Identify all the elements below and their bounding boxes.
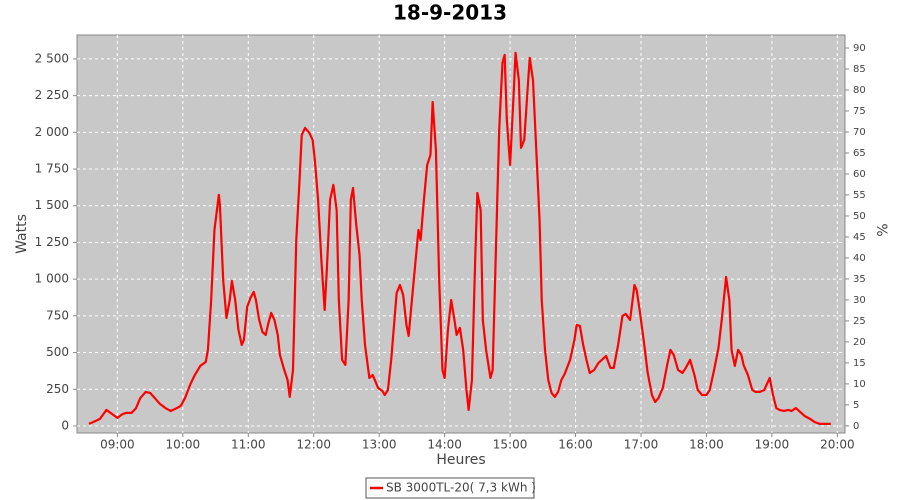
y2-tick-label: 85 bbox=[853, 64, 866, 75]
y2-tick-label: 40 bbox=[853, 253, 866, 264]
y2-tick-label: 80 bbox=[853, 85, 866, 96]
y-tick-label: 2 500 bbox=[35, 51, 69, 65]
y2-tick-label: 30 bbox=[853, 295, 866, 306]
x-tick-label: 19:00 bbox=[755, 438, 790, 452]
y2-tick-label: 60 bbox=[853, 169, 866, 180]
y-tick-label: 0 bbox=[61, 418, 69, 432]
y2-tick-label: 70 bbox=[853, 127, 866, 138]
y2-tick-label: 20 bbox=[853, 337, 866, 348]
y-tick-label: 1 750 bbox=[35, 162, 69, 176]
x-tick-label: 13:00 bbox=[362, 438, 397, 452]
y-tick-label: 250 bbox=[46, 382, 69, 396]
y2-tick-label: 15 bbox=[853, 358, 866, 369]
x-tick-label: 17:00 bbox=[624, 438, 659, 452]
data-line bbox=[88, 51, 831, 425]
y2-tick-label: 45 bbox=[853, 232, 866, 243]
y2-axis-title: % bbox=[873, 223, 889, 236]
x-axis-title: Heures bbox=[436, 452, 485, 468]
y2-tick-label: 65 bbox=[853, 148, 866, 159]
y-tick-label: 2 250 bbox=[35, 88, 69, 102]
x-tick-label: 09:00 bbox=[100, 438, 135, 452]
x-tick-label: 12:00 bbox=[296, 438, 331, 452]
y2-tick-label: 5 bbox=[853, 400, 859, 411]
y-tick-label: 1 500 bbox=[35, 198, 69, 212]
plot-area bbox=[76, 34, 846, 434]
y2-tick-label: 90 bbox=[853, 43, 866, 54]
x-tick-label: 18:00 bbox=[689, 438, 724, 452]
y-tick-label: 1 250 bbox=[35, 235, 69, 249]
y2-tick-label: 50 bbox=[853, 211, 866, 222]
chart-title: 18-9-2013 bbox=[393, 1, 507, 25]
legend-label: SB 3000TL-20( 7,3 kWh ) bbox=[386, 481, 536, 495]
x-tick-label: 15:00 bbox=[493, 438, 528, 452]
y2-tick-label: 0 bbox=[853, 421, 859, 432]
x-tick-label: 11:00 bbox=[231, 438, 266, 452]
x-tick-label: 14:00 bbox=[427, 438, 462, 452]
x-tick-label: 16:00 bbox=[558, 438, 593, 452]
y2-tick-label: 55 bbox=[853, 190, 866, 201]
y-tick-label: 500 bbox=[46, 345, 69, 359]
x-tick-label: 10:00 bbox=[166, 438, 201, 452]
y-tick-label: 750 bbox=[46, 308, 69, 322]
y-tick-label: 2 000 bbox=[35, 125, 69, 139]
legend-box bbox=[365, 477, 535, 499]
y-axis-title: Watts bbox=[14, 214, 30, 254]
y2-tick-label: 10 bbox=[853, 379, 866, 390]
y2-tick-label: 25 bbox=[853, 316, 866, 327]
y-tick-label: 1 000 bbox=[35, 272, 69, 286]
y2-tick-label: 75 bbox=[853, 106, 866, 117]
y2-tick-label: 35 bbox=[853, 274, 866, 285]
x-tick-label: 20:00 bbox=[820, 438, 855, 452]
